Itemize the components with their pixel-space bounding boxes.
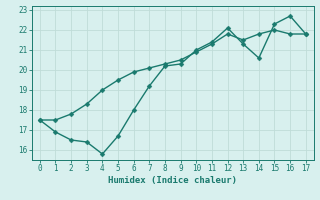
X-axis label: Humidex (Indice chaleur): Humidex (Indice chaleur): [108, 176, 237, 185]
